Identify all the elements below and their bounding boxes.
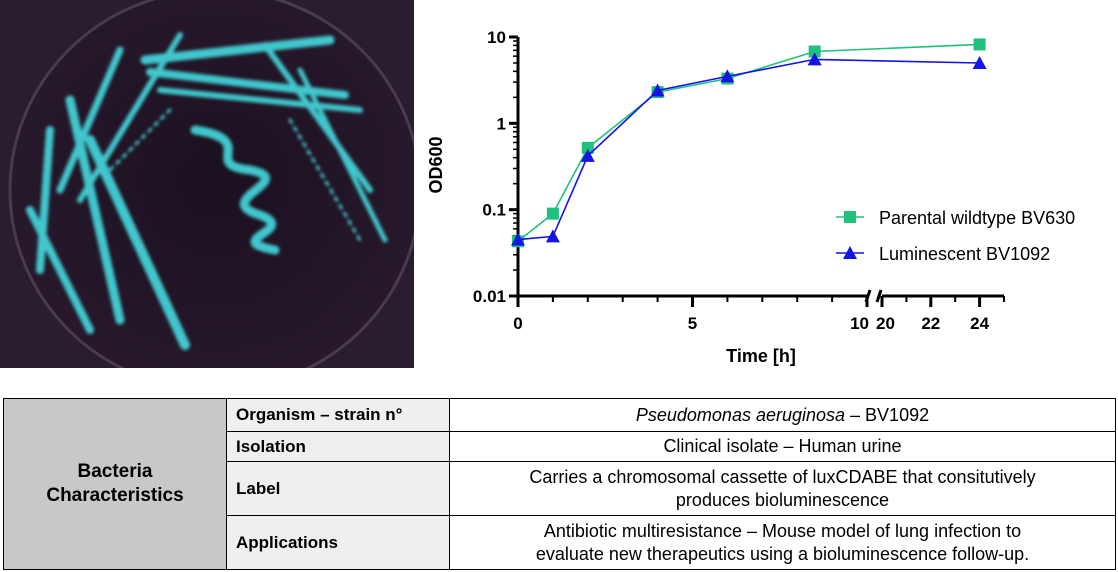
axis-break-mark [875,289,883,303]
chart-series [511,38,987,248]
data-point-luminescent [580,148,595,162]
x-tick-label: 10 [850,314,869,333]
data-point-luminescent [972,55,987,69]
value-line: evaluate new therapeutics using a biolum… [535,543,1030,564]
chart-axes: 0.01 0.1 1 10 0 5 10 20 22 24 [473,28,1005,333]
row-key-applications: Applications [226,515,450,570]
table-row: Bacteria Characteristics Organism – stra… [3,398,1116,570]
data-point-luminescent [650,83,665,97]
data-point-luminescent [545,229,560,243]
row-value-label: Carries a chromosomal cassette of luxCDA… [449,461,1116,516]
organism-species: Pseudomonas aeruginosa [635,404,846,425]
table-header-line: Bacteria [77,461,153,482]
table-row: Isolation Clinical isolate – Human urine [4,431,1116,462]
value-line: Antibiotic multiresistance – Mouse model… [543,520,1022,541]
chart-legend: Parental wildtype BV630 Luminescent BV10… [836,208,1075,264]
table-header-cell: Bacteria Characteristics [3,398,227,570]
table-header-line: Characteristics [46,485,184,506]
data-point-luminescent [511,232,525,246]
value-line: produces bioluminescence [675,489,890,510]
x-tick-label: 0 [513,314,522,333]
petri-dish-photo [0,0,414,368]
legend-label-luminescent: Luminescent BV1092 [879,244,1050,264]
row-key-organism: Organism – strain n° [226,398,450,432]
table-row: Label Carries a chromosomal cassette of … [4,461,1116,516]
data-point-wildtype [973,38,986,51]
data-point-wildtype [581,141,594,154]
x-tick-label: 22 [921,314,940,333]
x-tick-label: 5 [688,314,697,333]
x-tick-label: 20 [876,314,895,333]
data-point-luminescent [807,52,822,66]
row-value-applications: Antibiotic multiresistance – Mouse model… [449,515,1116,570]
legend-marker-luminescent [843,246,857,259]
growth-curve-chart: 0.01 0.1 1 10 0 5 10 20 22 24 OD600 Time [h] Pare… [426,28,1075,366]
value-line: Carries a chromosomal cassette of luxCDA… [529,466,1036,487]
bacteria-characteristics-table: Bacteria Characteristics Organism – stra… [3,398,1116,570]
y-tick-label: 0.01 [473,287,506,306]
y-axis-label: OD600 [426,136,446,193]
row-key-isolation: Isolation [226,431,450,462]
legend-marker-wildtype [844,211,856,223]
bacteria-streaks [26,32,388,350]
x-tick-label: 24 [970,314,989,333]
organism-strain: – BV1092 [845,404,930,425]
data-point-wildtype [546,207,559,220]
data-point-luminescent [720,69,735,83]
data-point-wildtype [808,45,821,58]
row-value-isolation: Clinical isolate – Human urine [449,431,1116,462]
x-axis-label: Time [h] [726,346,796,366]
y-tick-label: 10 [487,28,506,47]
row-value-organism: Pseudomonas aeruginosa – BV1092 [449,398,1116,432]
row-key-label: Label [226,461,450,516]
table-row: Applications Antibiotic multiresistance … [4,515,1116,570]
y-tick-label: 1 [497,114,506,133]
legend-label-wildtype: Parental wildtype BV630 [879,208,1075,228]
y-tick-label: 0.1 [482,201,506,220]
